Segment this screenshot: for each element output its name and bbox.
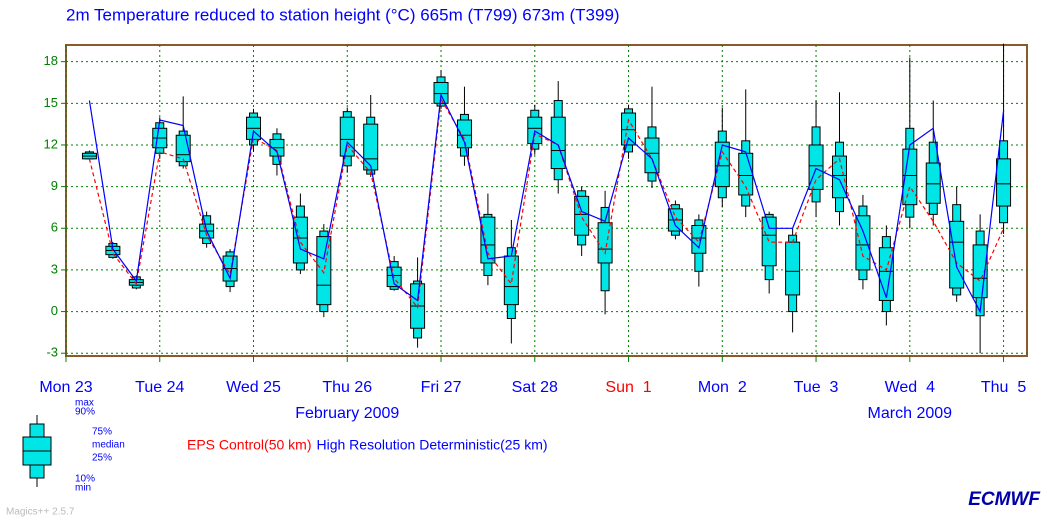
box-inner [878,247,894,301]
key-label: min [75,483,91,494]
x-tick-label: Mon 2 [698,379,747,396]
box-inner [480,216,496,264]
box-inner [292,216,308,264]
box-inner [925,162,941,204]
box-inner [785,241,801,296]
y-tick-label: -3 [46,345,58,360]
x-tick-label: Fri 27 [421,379,462,396]
box-inner [738,152,754,196]
x-tick-label: Thu 26 [322,379,372,396]
box-inner [456,119,472,149]
key-label: 90% [75,407,95,418]
key-label: max [75,398,94,409]
key-label: 25% [92,453,112,464]
x-tick-label: Wed 25 [226,379,281,396]
box-inner [855,215,871,271]
month-label: February 2009 [295,405,399,422]
x-tick-label: Tue 3 [794,379,839,396]
series-line [88,92,1005,314]
series-line [88,97,1005,309]
key-label: 10% [75,474,95,485]
x-tick-label: Mon 23 [39,379,92,396]
x-tick-label: Tue 24 [135,379,184,396]
box-inner [363,123,379,171]
y-tick-label: 9 [51,178,58,193]
y-tick-label: 18 [44,53,58,68]
legend-label: High Resolution Deterministic(25 km) [316,437,547,453]
box-inner [574,195,590,236]
box-inner [949,220,965,289]
box-inner [714,141,730,188]
x-tick-label: Sun 1 [605,379,651,396]
x-tick-label: Wed 4 [885,379,936,396]
key-label: 75% [92,427,112,438]
footer-left: Magics++ 2.5.7 [6,507,75,518]
legend-label: EPS Control(50 km) [187,437,311,453]
month-label: March 2009 [868,405,953,422]
box-inner [691,224,707,254]
y-tick-label: 0 [51,303,58,318]
x-tick-label: Thu 5 [981,379,1026,396]
logo: ECMWF [968,489,1041,510]
y-tick-label: 6 [51,220,58,235]
y-tick-label: 3 [51,261,58,276]
box-inner [761,216,777,267]
x-tick-label: Sat 28 [512,379,558,396]
box-inner [644,137,660,174]
chart-title: 2m Temperature reduced to station height… [66,5,620,24]
box-inner [996,158,1012,207]
box-inner [621,112,637,146]
y-tick-label: 12 [44,136,58,151]
box-inner [527,116,543,145]
key-label: median [92,440,125,451]
box-inner [597,222,613,264]
y-tick-label: 15 [44,95,58,110]
box-inner [808,144,824,190]
